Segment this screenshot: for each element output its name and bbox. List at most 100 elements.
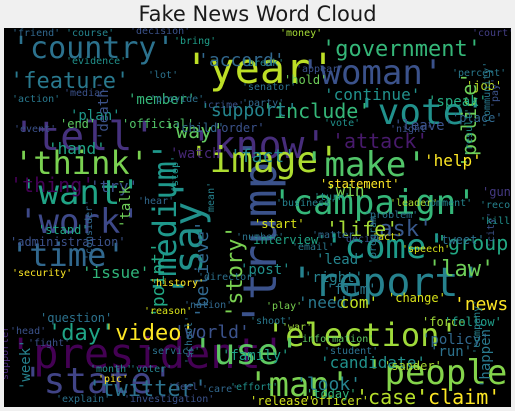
cloud-word: 'consider': [84, 200, 95, 260]
cloud-word: 'program': [368, 210, 379, 264]
cloud-word: 'report': [290, 260, 483, 306]
cloud-word: 'vote': [324, 118, 360, 129]
cloud-word: 'media': [64, 88, 106, 99]
cloud-word: 'crime': [202, 100, 244, 111]
cloud-word: 'service': [146, 346, 200, 357]
cloud-word: 'hold': [284, 73, 327, 87]
cloud-word: 'election': [266, 316, 459, 354]
cloud-word: 'use': [192, 332, 300, 373]
cloud-word: 'nation': [184, 300, 232, 311]
cloud-word: 'police': [457, 72, 481, 168]
cloud-word: 'world': [174, 322, 250, 343]
cloud-word: 'film': [326, 282, 377, 298]
word-cloud-canvas: 'president''trump' 'tell' 'know' 'year''wom…: [4, 28, 511, 407]
cloud-word: 'attack': [332, 129, 428, 153]
cloud-word: 'problem': [364, 210, 418, 221]
cloud-word: 'end': [60, 117, 96, 131]
cloud-word: 'need': [298, 293, 356, 312]
cloud-word: 'policy': [422, 332, 489, 348]
cloud-word: 'act': [372, 232, 402, 243]
cloud-word: 'leave': [394, 118, 453, 134]
cloud-word: 'way': [164, 119, 224, 143]
cloud-word: 'support': [200, 100, 298, 121]
cloud-word: 'email': [292, 242, 334, 253]
cloud-word: 'make': [304, 145, 427, 185]
cloud-word: 'tweet': [434, 233, 485, 247]
cloud-word: 'break': [242, 58, 284, 69]
cloud-word: 'claim': [416, 385, 500, 407]
cloud-word: 'member': [128, 92, 195, 108]
cloud-word: 'party': [242, 98, 284, 109]
cloud-word: 'talk': [118, 177, 134, 228]
cloud-word: 'student': [324, 346, 378, 357]
cloud-word: 'come': [324, 227, 447, 267]
cloud-word: 'trump': [233, 134, 287, 328]
cloud-word: 'play': [266, 301, 302, 312]
cloud-word: 'family': [222, 348, 289, 364]
cloud-word: 'follow': [444, 315, 502, 329]
cloud-word: 'community': [482, 62, 493, 128]
cloud-word: 'money': [280, 28, 322, 39]
cloud-word: 'today': [306, 387, 357, 401]
figure-title: Fake News Word Cloud: [138, 2, 377, 26]
cloud-word: 'war': [282, 322, 312, 333]
cloud-word: 'com': [330, 293, 378, 312]
cloud-word: 'image': [188, 140, 340, 181]
cloud-word: 'bring': [174, 36, 216, 47]
cloud-word: 'stand': [38, 223, 89, 237]
cloud-word: 'sander': [384, 359, 442, 373]
cloud-word: 'lead': [316, 252, 367, 268]
cloud-word: 'force': [422, 315, 473, 329]
cloud-word: 'watch': [170, 146, 229, 162]
cloud-word: 'time': [10, 236, 126, 274]
cloud-word: 'effort': [230, 382, 278, 393]
cloud-word: 'company': [472, 300, 483, 354]
cloud-word: 'action': [12, 94, 60, 105]
cloud-word: 'explain': [56, 394, 110, 405]
cloud-word: 'hear': [138, 196, 174, 207]
cloud-word: 'order': [214, 121, 265, 135]
cloud-word: 'point': [148, 242, 169, 318]
cloud-word: 'president': [8, 329, 286, 378]
cloud-word: 'city': [486, 212, 497, 248]
cloud-word: 'gun': [482, 185, 511, 199]
cloud-word: 'child': [174, 121, 225, 135]
cloud-word: 'stop': [170, 156, 181, 192]
cloud-word: 'voter': [130, 364, 172, 375]
cloud-word: 'turn': [314, 192, 350, 203]
cloud-word: 'tell': [12, 114, 157, 160]
cloud-word: 'statement': [320, 177, 399, 191]
cloud-word: 'thing': [10, 173, 94, 197]
cloud-word: 'interview': [246, 233, 325, 247]
cloud-word: 'try': [90, 177, 138, 196]
cloud-word: 'senator': [242, 82, 296, 93]
cloud-word: 'comment': [418, 198, 472, 209]
cloud-word: 'happen': [478, 321, 494, 388]
cloud-word: 'job': [466, 79, 502, 93]
cloud-word: 'fact': [230, 146, 295, 167]
cloud-word: 'decision': [130, 28, 190, 37]
cloud-word: 'continue': [324, 85, 420, 104]
cloud-word: 'supporter': [4, 320, 11, 386]
cloud-word: 'appear': [296, 64, 344, 75]
cloud-word: 'start': [254, 217, 305, 231]
cloud-word: 'provide': [150, 94, 204, 105]
cloud-word: 'accord': [198, 50, 285, 71]
cloud-word: 'woman': [300, 53, 443, 93]
cloud-word: 'pay': [490, 78, 501, 108]
cloud-word: 'plan': [70, 108, 121, 124]
cloud-word: 'result': [464, 108, 475, 156]
cloud-word: 'believe': [192, 220, 213, 318]
cloud-word: 'case': [356, 385, 428, 407]
cloud-word: 'friend': [12, 28, 60, 39]
cloud-word: 'official': [122, 117, 194, 131]
cloud-word: 'video': [102, 321, 195, 346]
cloud-word: 'people': [364, 353, 511, 393]
cloud-word: 'issue': [82, 263, 149, 282]
cloud-word: 'law': [428, 257, 494, 282]
cloud-word: 'officer': [304, 394, 369, 407]
cloud-word: 'feel': [168, 382, 204, 393]
cloud-word: 'event': [14, 124, 56, 135]
cloud-word: 'pic': [98, 374, 128, 385]
cloud-word: 'include': [262, 99, 370, 123]
